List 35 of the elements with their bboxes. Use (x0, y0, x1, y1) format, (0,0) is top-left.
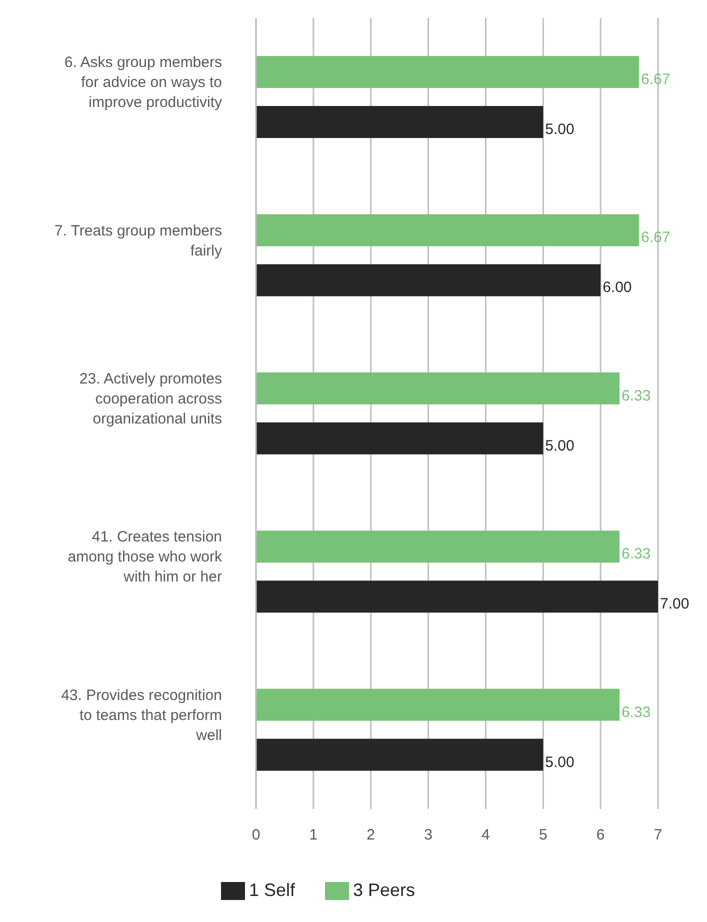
data-label: 5.00 (545, 754, 574, 771)
x-tick-label: 7 (654, 826, 662, 844)
data-label: 6.67 (641, 229, 670, 246)
data-label: 6.33 (622, 546, 651, 563)
data-label: 7.00 (660, 596, 690, 613)
bar (256, 372, 620, 404)
data-label: 6.67 (641, 71, 670, 88)
data-label: 6.33 (622, 387, 651, 404)
bar (256, 56, 640, 88)
bar (256, 530, 620, 563)
data-label: 6.00 (602, 279, 632, 296)
legend-label: 3 Peers (352, 880, 416, 900)
bar (256, 264, 601, 296)
y-tick-label: 7. Treats group members fairly (54, 222, 222, 260)
x-tick-label: 1 (309, 826, 318, 844)
bar (256, 688, 620, 721)
data-label: 5.00 (545, 437, 574, 454)
legend-label: 1 Self (248, 880, 295, 900)
x-tick-label: 6 (596, 826, 605, 844)
x-tick-label: 0 (252, 826, 260, 844)
y-tick-label: 43. Provides recognition to teams that perform well (61, 686, 222, 744)
x-tick-label: 2 (366, 826, 376, 844)
bar (256, 580, 658, 613)
data-label: 5.00 (545, 121, 574, 138)
bar (256, 738, 544, 771)
data-label: 6.33 (622, 704, 651, 721)
bar (256, 106, 544, 138)
bar (256, 214, 640, 246)
y-tick-label: 6. Asks group members for advice on ways to improve productivity (64, 54, 222, 112)
y-tick-label: 41. Creates tension among those who work with him or her (68, 528, 222, 586)
x-tick-label: 5 (538, 826, 548, 844)
y-tick-label: 23. Actively promotes cooperation across organizational units (79, 370, 222, 428)
bar (256, 422, 544, 454)
x-tick-label: 3 (424, 826, 432, 844)
x-tick-label: 4 (482, 826, 490, 844)
